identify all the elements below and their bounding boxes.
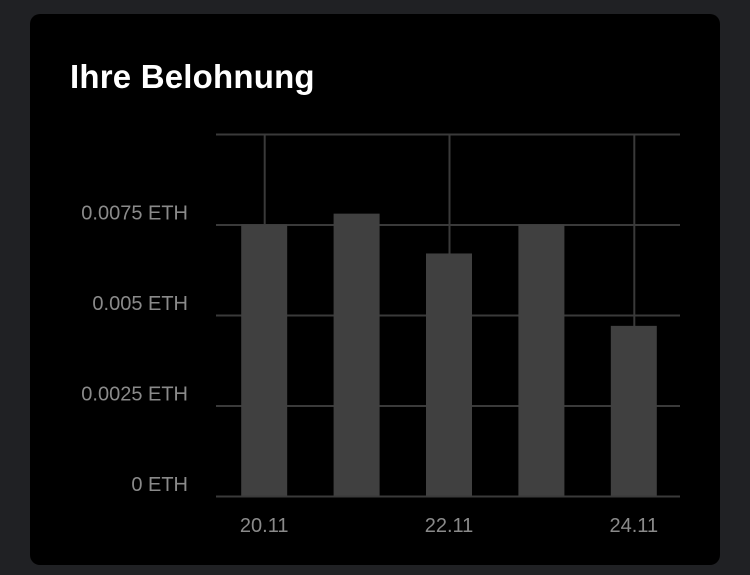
bar-24.11 bbox=[610, 325, 657, 496]
bar-22.11 bbox=[426, 253, 472, 496]
reward-chart-card: Ihre Belohnung 0 ETH 0.0025 ETH 0.005 ETH 0… bbox=[30, 14, 720, 565]
y-tick-label: 0.0025 ETH bbox=[81, 384, 188, 406]
x-tick-labels: 20.11 22.11 24.11 bbox=[240, 515, 658, 537]
y-tick-label: 0.0075 ETH bbox=[81, 203, 188, 225]
x-tick-label: 24.11 bbox=[610, 515, 659, 537]
x-tick-label: 22.11 bbox=[425, 515, 474, 537]
bar-23.11 bbox=[518, 224, 565, 496]
bar-20.11 bbox=[241, 224, 288, 496]
bar-21.11 bbox=[333, 213, 380, 496]
chart-title: Ihre Belohnung bbox=[70, 58, 315, 95]
y-tick-label: 0.005 ETH bbox=[92, 293, 188, 315]
x-tick-label: 20.11 bbox=[240, 515, 289, 537]
y-tick-labels: 0 ETH 0.0025 ETH 0.005 ETH 0.0075 ETH bbox=[81, 203, 188, 497]
bars bbox=[241, 213, 657, 496]
y-tick-label: 0 ETH bbox=[131, 474, 188, 496]
reward-bar-chart: 0 ETH 0.0025 ETH 0.005 ETH 0.0075 ETH 20.11… bbox=[81, 133, 680, 537]
